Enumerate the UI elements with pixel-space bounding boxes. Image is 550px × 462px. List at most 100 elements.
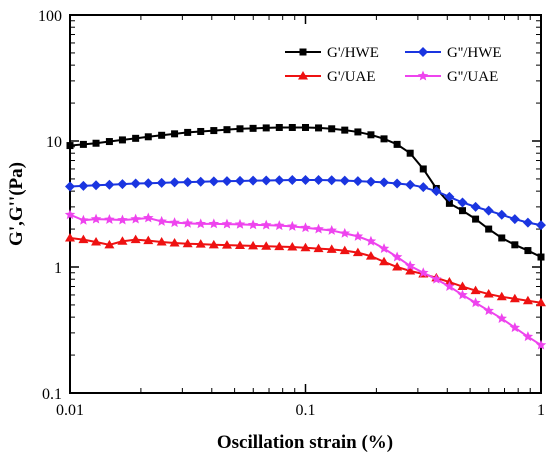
series-line	[69, 213, 542, 346]
data-point	[208, 239, 219, 249]
data-point	[405, 179, 416, 190]
data-point	[431, 273, 442, 284]
legend-label: G'/HWE	[327, 45, 379, 61]
data-point	[184, 128, 192, 136]
y-tick-label: 0.1	[42, 386, 62, 403]
data-point	[117, 179, 128, 190]
data-point	[352, 230, 364, 241]
data-point	[393, 140, 401, 148]
data-point	[352, 247, 363, 257]
data-point	[92, 139, 100, 147]
data-point	[66, 142, 74, 150]
data-point	[300, 222, 311, 233]
series-4	[64, 209, 547, 350]
data-point	[117, 236, 128, 245]
data-point	[158, 131, 166, 139]
series-group	[64, 123, 547, 350]
data-point	[365, 235, 377, 246]
data-point	[472, 215, 480, 223]
legend-label: G'/UAE	[327, 69, 376, 85]
data-point	[380, 135, 388, 143]
data-point	[457, 281, 468, 291]
series-line	[69, 126, 542, 258]
data-point	[457, 197, 468, 208]
data-point	[249, 124, 257, 132]
data-point	[236, 125, 244, 133]
data-point	[444, 281, 455, 291]
data-point	[405, 265, 416, 275]
x-tick-label: 0.1	[296, 402, 316, 419]
data-point	[169, 177, 180, 188]
data-point	[78, 234, 89, 244]
data-point	[130, 234, 141, 244]
data-point	[132, 134, 140, 142]
data-point	[78, 180, 89, 191]
series-2	[65, 175, 546, 231]
data-point	[221, 218, 233, 229]
data-point	[536, 220, 546, 231]
data-point	[522, 217, 533, 228]
data-point	[339, 245, 350, 255]
data-point	[522, 331, 534, 342]
data-point	[315, 124, 323, 132]
data-point	[511, 241, 519, 249]
data-point	[326, 175, 337, 186]
data-point	[91, 180, 102, 191]
data-point	[367, 131, 375, 139]
data-point	[288, 123, 296, 131]
data-point	[339, 175, 350, 186]
data-point	[404, 260, 416, 271]
data-point	[234, 218, 246, 229]
data-point	[195, 176, 206, 187]
data-point	[313, 243, 324, 253]
data-point	[91, 236, 102, 246]
data-point	[326, 224, 337, 235]
data-point	[365, 176, 376, 187]
data-point	[65, 232, 75, 242]
data-point	[64, 209, 76, 220]
data-point	[406, 149, 414, 157]
data-point	[104, 239, 115, 249]
data-point	[221, 176, 232, 187]
data-point	[156, 236, 167, 246]
data-point	[498, 234, 506, 242]
data-point	[470, 297, 481, 308]
data-point	[234, 175, 245, 186]
data-point	[104, 214, 115, 224]
legend-marker	[299, 48, 307, 56]
x-tick-label: 1	[537, 402, 545, 419]
y-tick-label: 1	[54, 260, 62, 277]
data-point	[248, 240, 259, 250]
data-point	[287, 220, 298, 231]
data-point	[261, 175, 272, 186]
data-point	[156, 215, 167, 226]
data-point	[313, 175, 324, 186]
y-tick-label: 100	[38, 8, 62, 25]
data-point	[143, 212, 154, 223]
data-point	[392, 178, 403, 189]
data-point	[261, 241, 272, 250]
data-point	[287, 242, 298, 251]
data-point	[195, 218, 206, 229]
data-point	[431, 186, 442, 197]
data-point	[300, 242, 311, 252]
legend-entry: G''/UAE	[405, 69, 498, 85]
legend-entry: G'/HWE	[285, 45, 379, 61]
data-point	[328, 125, 336, 133]
data-point	[90, 213, 102, 224]
data-point	[536, 297, 546, 307]
x-axis-title: Oscillation strain (%)	[217, 432, 393, 453]
data-point	[485, 225, 493, 233]
data-point	[223, 126, 231, 134]
data-point	[208, 176, 219, 187]
data-point	[535, 339, 547, 350]
data-point	[208, 218, 220, 229]
data-point	[143, 235, 154, 245]
data-point	[287, 175, 298, 186]
data-point	[274, 175, 285, 186]
data-point	[169, 217, 180, 228]
data-point	[65, 181, 75, 192]
series-3	[65, 232, 546, 307]
data-point	[365, 251, 376, 260]
